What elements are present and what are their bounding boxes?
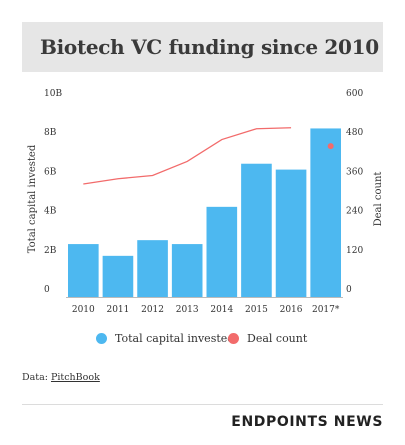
legend-item-line: Deal count: [228, 332, 307, 345]
x-tick-label: 2016: [280, 305, 303, 315]
y-tick-label: 4B: [44, 207, 57, 217]
x-tick-label: 2011: [106, 305, 129, 315]
bar: [137, 240, 168, 297]
bar: [241, 163, 272, 297]
x-tick-label: 2015: [245, 305, 268, 315]
chart-title: Biotech VC funding since 2010: [40, 35, 379, 59]
deal-count-marker: [327, 143, 334, 150]
y-tick-label: 6B: [44, 167, 57, 177]
legend-label-line: Deal count: [247, 332, 308, 345]
y2-tick-label: 120: [346, 246, 363, 256]
y2-tick-label: 0: [346, 285, 352, 295]
brand-logo-text: ENDPOINTS NEWS: [231, 414, 383, 430]
bar: [310, 128, 341, 297]
x-tick-label: 2010: [72, 305, 95, 315]
title-banner: Biotech VC funding since 2010: [22, 22, 383, 72]
bar: [102, 255, 134, 297]
x-tick-label: 2013: [176, 305, 199, 315]
y-axis-title: Total capital invested: [27, 144, 38, 253]
chart-area: 0 2B 4B 6B 8B 10B 0 120 240 360 480 600 Total capita…: [27, 89, 384, 315]
bar: [275, 169, 307, 297]
y2-axis-title: Deal count: [373, 172, 384, 227]
y2-tick-label: 360: [346, 167, 363, 177]
y2-tick-label: 600: [346, 89, 363, 99]
legend-label-bars: Total capital invested: [115, 332, 235, 345]
legend-item-bars: Total capital invested: [96, 332, 234, 345]
y2-tick-label: 240: [346, 207, 363, 217]
y2-tick-label: 480: [346, 128, 363, 138]
y-tick-label: 0: [44, 285, 50, 295]
y-tick-label: 10B: [44, 89, 62, 99]
y-tick-label: 8B: [44, 128, 57, 138]
x-tick-label: 2014: [210, 305, 233, 315]
footer-divider: [22, 404, 383, 405]
source-note: Data: PitchBook: [22, 372, 100, 383]
legend-swatch-bars: [96, 333, 107, 344]
source-link[interactable]: PitchBook: [50, 372, 100, 383]
x-tick-label: 2017*: [312, 305, 340, 315]
bar: [171, 244, 203, 297]
legend-swatch-line: [228, 333, 239, 344]
legend: Total capital invested Deal count: [0, 332, 405, 350]
x-tick-label: 2012: [141, 305, 164, 315]
bar: [206, 206, 238, 297]
bar: [68, 244, 99, 297]
y-tick-label: 2B: [44, 246, 57, 256]
line-series-deal-count: [83, 127, 292, 185]
source-prefix: Data:: [22, 372, 51, 383]
